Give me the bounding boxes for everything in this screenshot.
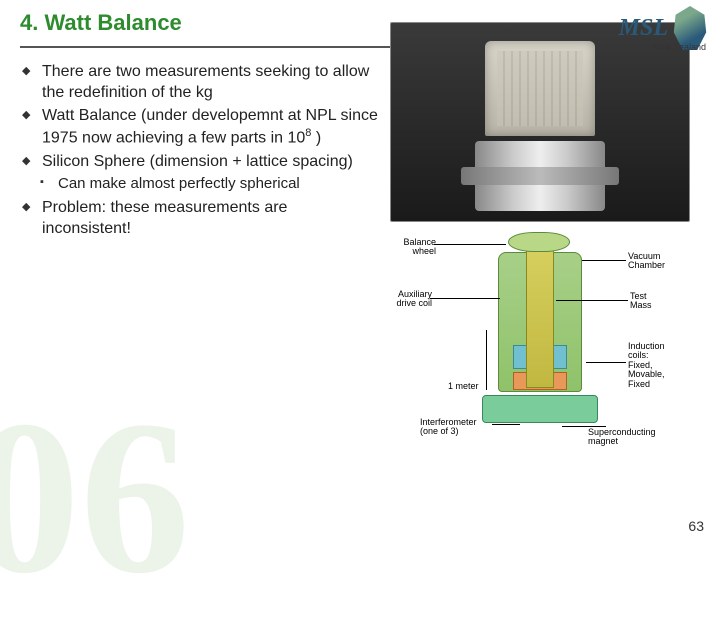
- label-test-mass: TestMass: [630, 292, 652, 311]
- image-column: Balancewheel VacuumChamber Auxiliarydriv…: [390, 62, 700, 445]
- label-magnet: Superconductingmagnet: [588, 428, 656, 447]
- bullet-2-text: Watt Balance (under developemnt at NPL s…: [42, 107, 378, 147]
- label-aux-coil: Auxiliarydrive coil: [390, 290, 432, 309]
- bullet-1: There are two measurements seeking to al…: [20, 62, 380, 104]
- bullet-2: Watt Balance (under developemnt at NPL s…: [20, 106, 380, 150]
- bullet-4: Problem: these measurements are inconsis…: [20, 198, 380, 240]
- label-one-meter: 1 meter: [448, 382, 479, 391]
- text-column: There are two measurements seeking to al…: [20, 62, 380, 445]
- label-interferometer: Interferometer(one of 3): [420, 418, 477, 437]
- msl-logo: MSL New Zealand: [619, 6, 708, 50]
- page-number: 63: [688, 518, 704, 534]
- label-balance-wheel: Balancewheel: [394, 238, 436, 257]
- bullet-2-tail: ): [311, 130, 321, 147]
- subbullet-1: Can make almost perfectly spherical: [20, 174, 380, 194]
- label-vacuum-chamber: VacuumChamber: [628, 252, 665, 271]
- label-induction: Inductioncoils:Fixed,Movable,Fixed: [628, 342, 665, 389]
- watt-balance-photo: [390, 22, 690, 222]
- logo-region: New Zealand: [653, 42, 706, 52]
- logo-text: MSL: [619, 15, 668, 42]
- watt-balance-diagram: Balancewheel VacuumChamber Auxiliarydriv…: [390, 230, 690, 445]
- bullet-3: Silicon Sphere (dimension + lattice spac…: [20, 152, 380, 173]
